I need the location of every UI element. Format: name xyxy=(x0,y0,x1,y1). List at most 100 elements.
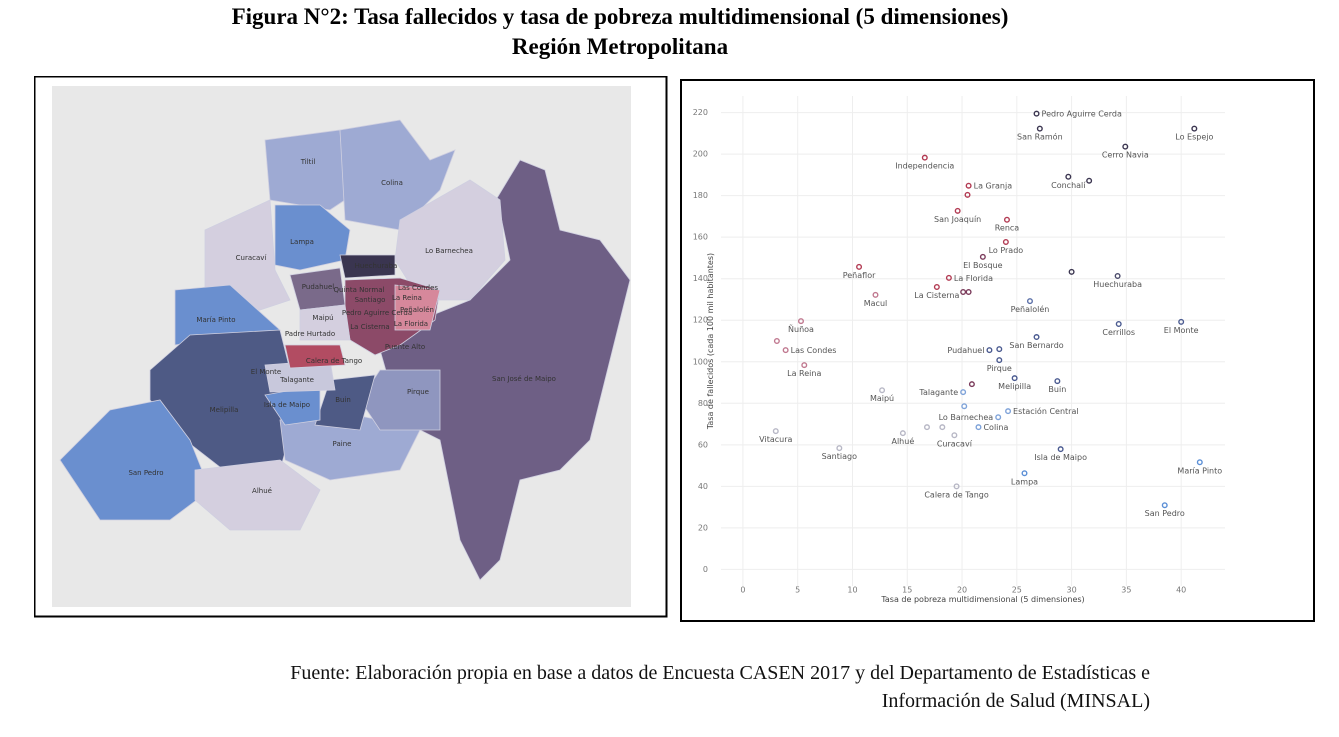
point-label: Pirque xyxy=(987,364,1012,373)
point-label: Lo Barnechea xyxy=(939,413,994,422)
region xyxy=(339,119,456,231)
region-label: María Pinto xyxy=(196,316,235,324)
point-label: Maipú xyxy=(870,394,894,403)
point-label: Macul xyxy=(864,299,888,308)
region-label: La Cisterna xyxy=(350,323,389,331)
region-label: Pirque xyxy=(407,388,429,396)
point xyxy=(1054,378,1061,385)
region-label: El Monte xyxy=(251,368,281,376)
region xyxy=(339,254,396,279)
y-tick-label: 20 xyxy=(698,523,708,532)
x-tick-label: 30 xyxy=(1067,586,1077,595)
region-label: Alhué xyxy=(252,487,272,495)
region-label: Las Condes xyxy=(398,284,438,292)
point xyxy=(995,414,1002,421)
point xyxy=(879,387,886,394)
region-label: Paine xyxy=(333,440,352,448)
point xyxy=(1086,177,1093,184)
point-label: Renca xyxy=(995,224,1020,233)
region-label: Huechuraba xyxy=(355,262,398,270)
point xyxy=(1011,375,1018,382)
point-label: Independencia xyxy=(895,162,954,171)
point xyxy=(964,191,971,198)
point-label: Melipilla xyxy=(998,382,1031,391)
point xyxy=(939,424,946,431)
point xyxy=(836,445,843,452)
region-label: Colina xyxy=(381,179,403,187)
point xyxy=(1161,502,1168,509)
point-label: Conchalí xyxy=(1051,181,1086,190)
x-tick-label: 20 xyxy=(957,586,967,595)
y-tick-label: 140 xyxy=(693,274,708,283)
region-label: Pedro Aguirre Cerda xyxy=(342,309,412,317)
region xyxy=(59,399,211,521)
point xyxy=(1178,318,1185,325)
region-label: La Reina xyxy=(392,294,422,302)
region xyxy=(394,179,506,301)
y-tick-label: 200 xyxy=(693,150,708,159)
region-label: Isla de Maipo xyxy=(264,401,310,409)
region-label: Maipú xyxy=(312,314,333,322)
point xyxy=(951,432,958,439)
region-label: Puente Alto xyxy=(385,343,425,351)
point-label: Colina xyxy=(983,423,1008,432)
point xyxy=(801,362,808,369)
map-regions xyxy=(59,119,631,581)
point xyxy=(1036,125,1043,132)
point xyxy=(954,207,961,214)
map-panel: Tiltil Colina Lampa Curacaví Lo Barneche… xyxy=(34,76,668,618)
point xyxy=(960,288,967,295)
point xyxy=(965,288,972,295)
point xyxy=(782,347,789,354)
point xyxy=(923,424,930,431)
region xyxy=(284,344,346,369)
y-tick-label: 100 xyxy=(693,357,708,366)
point xyxy=(1003,216,1010,223)
point-label: Pedro Aguirre Cerda xyxy=(1042,110,1122,119)
region-label: Santiago xyxy=(355,296,386,304)
point xyxy=(1191,125,1198,132)
point xyxy=(1068,268,1075,275)
point xyxy=(1115,320,1122,327)
point-label: Huechuraba xyxy=(1093,280,1142,289)
region-label: Calera de Tango xyxy=(306,357,362,365)
y-tick-label: 180 xyxy=(693,191,708,200)
point-label: San Ramón xyxy=(1017,132,1063,142)
point xyxy=(1065,173,1072,180)
y-tick-label: 220 xyxy=(693,108,708,117)
point xyxy=(856,263,863,270)
point-label: San Joaquín xyxy=(934,215,981,224)
point xyxy=(945,274,952,281)
region-label: Buin xyxy=(335,396,351,404)
point-label: Pudahuel xyxy=(947,346,984,355)
region-label: Lampa xyxy=(290,238,314,246)
point-label: Talagante xyxy=(918,388,958,397)
source-line: Fuente: Elaboración propia en base a dat… xyxy=(290,662,1150,684)
region-label: San Pedro xyxy=(128,469,163,477)
point xyxy=(773,338,780,345)
point-label: Lo Prado xyxy=(989,246,1024,255)
point-label: Lampa xyxy=(1011,477,1038,486)
region-label: Curacaví xyxy=(236,254,268,262)
figure-title: Figura N°2: Tasa fallecidos y tasa de po… xyxy=(231,4,1009,29)
point xyxy=(961,403,968,410)
point-label: La Florida xyxy=(954,274,993,283)
region-label: Tiltil xyxy=(300,158,316,166)
point xyxy=(953,483,960,490)
point-label: Cerrillos xyxy=(1102,328,1135,337)
point xyxy=(872,291,879,298)
point-label: La Granja xyxy=(974,182,1013,191)
point-label: Buin xyxy=(1048,385,1066,394)
y-tick-label: 120 xyxy=(693,316,708,325)
point xyxy=(996,346,1003,353)
x-tick-label: 5 xyxy=(795,586,800,595)
scatter-panel: 0 5 10 15 20 25 30 35 40 0 20 40 60 80 100 120 140 160 180… xyxy=(680,79,1315,622)
region xyxy=(394,284,441,331)
point-label: La Cisterna xyxy=(914,291,959,300)
point xyxy=(968,381,975,388)
point-label: San Bernardo xyxy=(1009,341,1063,350)
point xyxy=(1033,110,1040,117)
region-label: Peñalolén xyxy=(400,306,434,314)
point-label: El Bosque xyxy=(963,261,1003,270)
point-label: Curacaví xyxy=(937,439,973,448)
